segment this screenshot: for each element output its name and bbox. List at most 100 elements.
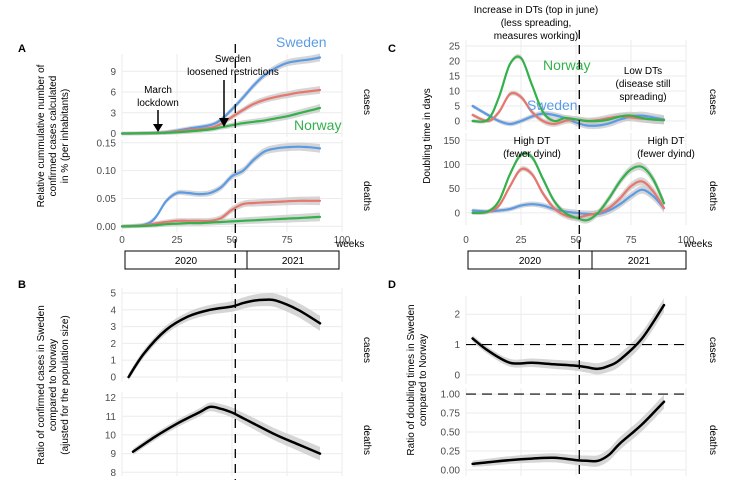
panel-a-ylabel-line2: confirmed cases calculated	[48, 76, 59, 197]
overlay-layer	[234, 30, 686, 480]
annotation-increase-dt: Increase in DTs (top in june) (less spre…	[474, 5, 599, 42]
panel-c-sweden-label: Sweden	[527, 97, 578, 113]
panel-c-xtick-label: 0	[463, 235, 469, 246]
panel-c-letter: C	[388, 43, 396, 55]
panel-b-ylabel-line2: compared to Norway	[48, 339, 59, 431]
panel-c-year-boxes: 2020 2021	[467, 250, 687, 270]
panel-a-ylabel: Relative cummulative number of confirmed…	[36, 64, 71, 207]
panel-b-ylabel-line3: (ajusted for the population size)	[60, 315, 71, 455]
panel-a-cases-series-0-ci-band	[122, 53, 320, 136]
line-layer	[120, 55, 666, 466]
annotation-march-lockdown: March lockdown	[137, 85, 179, 132]
arrow-head-icon	[219, 118, 229, 127]
panel-a-cases-ytick-label: 6	[110, 88, 116, 99]
panel-a-strip-deaths: deaths	[361, 181, 372, 211]
panel-c-strip-deaths: deaths	[707, 181, 718, 211]
panel-c-deaths-ytick-label: 150	[443, 136, 460, 147]
panel-a-cases-ytick-label: 3	[110, 108, 116, 119]
annotation-low-line2: (disease still	[615, 79, 670, 90]
panel-a-xtick-label: 75	[281, 235, 293, 246]
annotation-march-line2: lockdown	[137, 98, 179, 109]
year-label-2020: 2020	[175, 256, 198, 267]
panel-d-cases-ytick-label: 0	[454, 370, 460, 381]
panel-a-cases-ytick-label: 0	[110, 129, 116, 140]
panel-c-deaths-ytick-label: 50	[449, 184, 461, 195]
year-label-2021: 2021	[628, 256, 651, 267]
panel-c-deaths-series-0-ci-band	[472, 185, 664, 218]
panel-b-cases-ytick-label: 1	[110, 356, 116, 367]
year-label-2021: 2021	[282, 256, 305, 267]
panel-a-cases-ytick-label: 9	[110, 67, 116, 78]
panel-a-deaths-series-1-line	[120, 199, 322, 228]
annotation-high-dt-1: High DT (fewer dyind)	[503, 136, 561, 160]
panel-c-cases-ytick-label: 10	[449, 87, 461, 98]
panel-a-xtick-label: 100	[334, 235, 351, 246]
panel-d-deaths-ytick-label: 0.50	[441, 428, 461, 439]
panel-a-deaths-ytick-label: 0.15	[97, 138, 117, 149]
panel-c-strip-cases: cases	[707, 89, 718, 115]
panel-d-ylabel: Ratio of doubling times in Sweden compar…	[406, 304, 429, 455]
panel-d-ylabel-line2: compared to Norway	[418, 334, 429, 426]
panel-d-cases-series-0-line	[471, 303, 666, 371]
panel-a-deaths-series-2-line	[120, 215, 322, 228]
panel-c-cases-series-1-line	[471, 91, 666, 126]
panel-d-ylabel-line1: Ratio of doubling times in Sweden	[406, 304, 417, 455]
panel-a-xtick-label: 25	[171, 235, 183, 246]
annotation-low-line1: Low DTs	[624, 66, 662, 77]
panel-b-cases-ytick-label: 3	[110, 322, 116, 333]
panel-a-cases-series-2-line	[120, 106, 322, 135]
panel-c-cases-series-2-line	[471, 55, 666, 123]
panel-c-xtick-label: 25	[515, 235, 527, 246]
annotation-low-dt: Low DTs (disease still spreading)	[615, 66, 670, 103]
panel-a-strip-cases: cases	[361, 89, 372, 115]
panel-b-deaths-ytick-label: 11	[106, 412, 117, 423]
panel-a-deaths-ytick-label: 0.05	[97, 194, 117, 205]
panel-c-xlabel: weeks	[683, 239, 712, 250]
panel-c-cases-ytick-label: 5	[454, 102, 460, 113]
panel-d-deaths-ytick-label: 0.75	[441, 409, 461, 420]
panel-d-strip-cases: cases	[707, 337, 718, 363]
panel-c-cases-ytick-label: 0	[454, 117, 460, 128]
annotation-increase-line1: Increase in DTs (top in june)	[474, 5, 599, 16]
panel-c-deaths-series-2-line	[471, 152, 666, 222]
annotation-sweden-line2: loosened restrictions	[187, 67, 279, 78]
panel-d-deaths-series-0-line	[471, 400, 666, 466]
panel-a-norway-label: Norway	[294, 117, 341, 133]
panel-d-cases-ytick-label: 1	[454, 340, 460, 351]
panel-c-deaths-series-0-line	[471, 188, 666, 216]
annotation-march-line1: March	[144, 85, 172, 96]
annotation-high1-line2: (fewer dyind)	[503, 149, 561, 160]
year-box-2021	[246, 250, 340, 270]
panel-b-cases-series-0-line	[127, 298, 322, 379]
panel-a-deaths-series-0-line	[120, 145, 322, 228]
year-label-2020: 2020	[519, 256, 542, 267]
arrow-head-icon	[153, 124, 163, 132]
panel-d-letter: D	[388, 279, 396, 291]
panel-b-deaths-series-0-ci-band	[133, 402, 320, 461]
panel-d-strip-deaths: deaths	[707, 425, 718, 455]
annotation-high-dt-2: High DT (fewer dyind)	[637, 136, 695, 160]
panel-b-deaths-ytick-label: 10	[105, 430, 117, 441]
panel-a-letter: A	[18, 43, 26, 55]
panel-b-deaths-ytick-label: 8	[110, 468, 116, 479]
panel-c-deaths-series-1-ci-band	[472, 166, 664, 221]
panel-b-strip-cases: cases	[361, 337, 372, 363]
panel-a-xtick-label: 0	[119, 235, 125, 246]
panel-d-deaths-ytick-label: 0.00	[441, 465, 461, 476]
panel-c-xtick-label: 50	[570, 235, 582, 246]
panel-a-ylabel-line1: Relative cummulative number of	[36, 64, 47, 207]
panel-c-deaths-ytick-label: 0	[454, 208, 460, 219]
panel-c-xtick-label: 100	[678, 235, 695, 246]
panel-c-ylabel-text: Doubling time in days	[422, 88, 433, 184]
panel-b-ylabel: Ratio of confirmed cases in Sweden compa…	[36, 305, 71, 465]
panel-b-cases-ytick-label: 2	[110, 339, 116, 350]
annotation-high2-line1: High DT	[648, 136, 685, 147]
panel-a-deaths-series-0-ci-band	[122, 142, 320, 229]
annotation-sweden-line1: Sweden	[215, 54, 251, 65]
panel-b-cases-ytick-label: 5	[110, 289, 116, 300]
panel-c-ylabel: Doubling time in days	[422, 88, 433, 184]
panel-c-cases-ytick-label: 20	[449, 57, 461, 68]
panel-c-deaths-series-1-line	[471, 167, 666, 219]
panel-b-cases-ytick-label: 4	[110, 305, 116, 316]
